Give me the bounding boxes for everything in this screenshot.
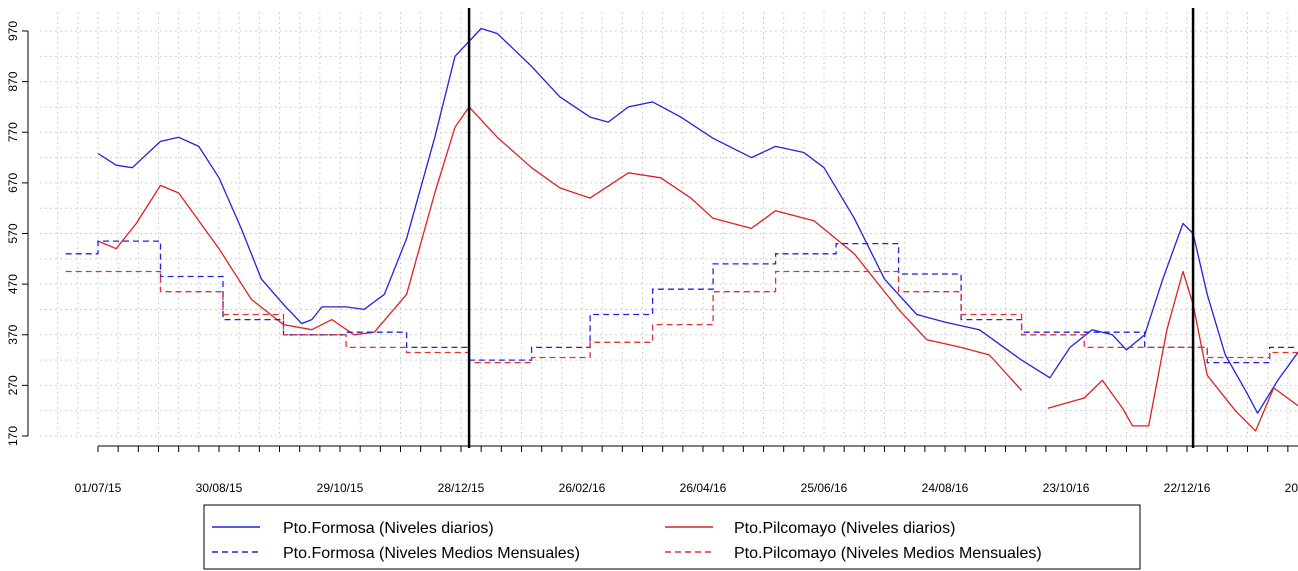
x-tick-label: 26/04/16 (680, 481, 727, 495)
x-tick-label: 20/02/17 (1285, 481, 1298, 495)
legend-box (203, 504, 1141, 570)
x-tick-label: 25/06/16 (801, 481, 848, 495)
y-tick-label: 270 (6, 375, 20, 395)
x-tick-label: 26/02/16 (559, 481, 606, 495)
y-tick-label: 770 (6, 122, 20, 142)
y-tick-label: 370 (6, 324, 20, 344)
x-tick-label: 23/10/16 (1043, 481, 1090, 495)
series-line (97, 106, 1298, 432)
x-tick-label: 30/08/15 (196, 481, 243, 495)
axes: 170 270 370 470 570 670 770 870 970 01/07/15 30/08… (6, 21, 1298, 495)
x-tick-label: 01/07/15 (75, 481, 122, 495)
series-step-line (65, 270, 1298, 364)
series-line (97, 27, 1298, 414)
y-tick-label: 970 (6, 21, 20, 41)
reference-lines (467, 8, 1195, 448)
grid (40, 12, 1298, 438)
legend-label: Pto.Pilcomayo (Niveles Medios Mensuales) (734, 545, 1042, 562)
x-tick-label: 22/12/16 (1164, 481, 1211, 495)
series-layer (65, 27, 1298, 432)
x-tick-label: 24/08/16 (922, 481, 969, 495)
legend-label: Pto.Formosa (Niveles Medios Mensuales) (283, 545, 580, 562)
y-tick-label: 870 (6, 71, 20, 91)
legend: Pto.Formosa (Niveles diarios) Pto.Formosa… (203, 504, 1141, 570)
y-tick-label: 470 (6, 274, 20, 294)
series-step-line (65, 240, 1298, 364)
y-tick-label: 570 (6, 223, 20, 243)
legend-label: Pto.Pilcomayo (Niveles diarios) (734, 520, 955, 537)
y-tick-label: 170 (6, 426, 20, 446)
y-tick-label: 670 (6, 173, 20, 193)
x-tick-label: 29/10/15 (317, 481, 364, 495)
x-tick-label: 28/12/15 (438, 481, 485, 495)
legend-label: Pto.Formosa (Niveles diarios) (283, 520, 494, 537)
